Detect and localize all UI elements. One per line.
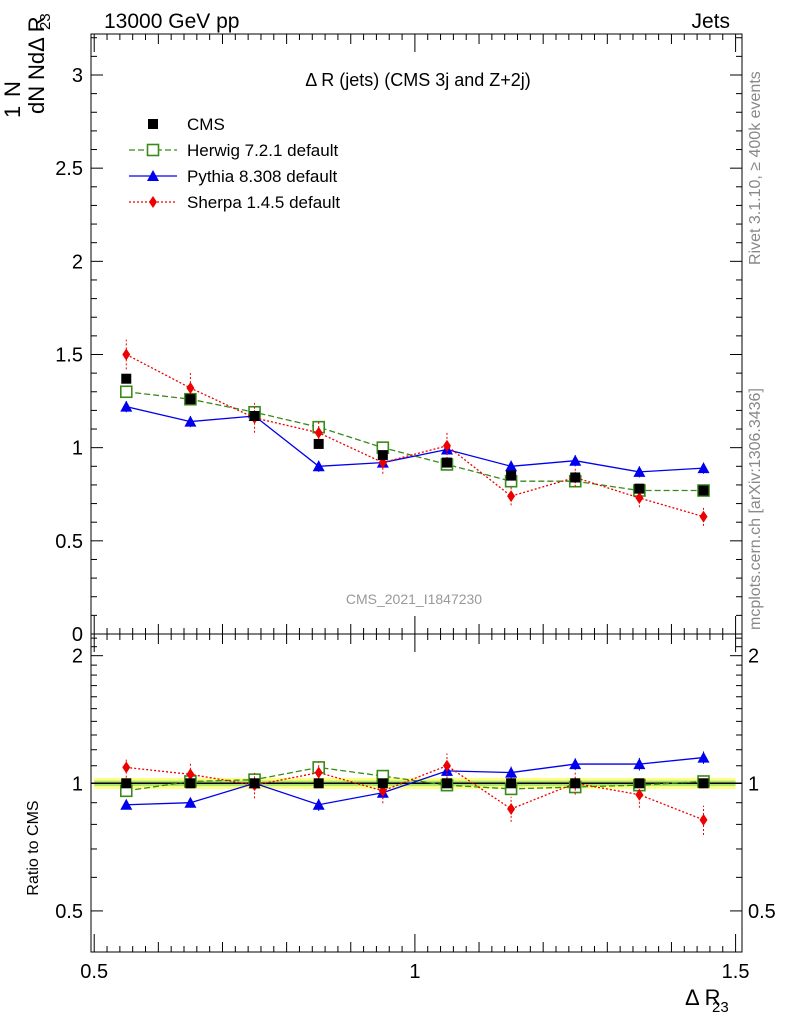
x-axis-label: Δ R (685, 985, 720, 1010)
sherpa-point (186, 382, 195, 395)
cms-point (441, 778, 452, 789)
herwig-point (119, 385, 133, 399)
x-tick-label: 1 (409, 961, 420, 983)
ratio-y-tick-label: 0.5 (55, 901, 83, 923)
legend-label-cms: CMS (187, 115, 225, 134)
legend-marker-sherpa (149, 196, 157, 208)
cms-point (570, 778, 581, 789)
cms-point (570, 472, 581, 483)
pythia-point (312, 460, 325, 472)
y-label-numerator: dN (24, 86, 49, 114)
y-tick-label: 0 (72, 624, 83, 646)
legend-marker-herwig (146, 143, 160, 157)
sherpa-point (635, 491, 644, 504)
sherpa-point (699, 510, 708, 523)
y-label-prefactor: 1 (0, 106, 25, 118)
herwig-line (126, 391, 704, 492)
pythia-point (312, 798, 325, 810)
cms-point (634, 483, 645, 494)
y-label-fraction-n: N (0, 81, 25, 97)
ratio-y-tick-label: 2 (72, 646, 83, 668)
pythia-line (126, 756, 704, 806)
x-tick-label: 0.5 (80, 961, 108, 983)
sherpa-point (442, 759, 451, 772)
sherpa-point (507, 802, 516, 815)
x-tick-label: 1.5 (722, 961, 750, 983)
cms-point (506, 778, 517, 789)
herwig-line (126, 766, 704, 792)
cms-point (506, 470, 517, 481)
header-right-label: Jets (691, 10, 730, 33)
main-panel: 0 0.5 1 1.5 2 2.5 3 CMS Herwig 7.2.1 default Pyth… (55, 33, 743, 646)
sherpa-point (699, 813, 708, 826)
pythia-point (120, 400, 133, 412)
sherpa-point (442, 439, 451, 452)
ratio-y-tick-label-right: 2 (748, 646, 759, 668)
pythia-point (505, 460, 518, 472)
pythia-point (569, 454, 582, 466)
y-label-denominator: NdΔ R (24, 16, 49, 80)
sherpa-point (635, 788, 644, 801)
cms-point (249, 410, 260, 421)
chart-title: Δ R (jets) (CMS 3j and Z+2j) (305, 70, 531, 90)
side-top-label: Rivet 3.1.10, ≥ 400k events (747, 71, 764, 265)
sherpa-line (126, 765, 704, 821)
ratio-y-label: Ratio to CMS (25, 800, 42, 895)
cms-point (377, 450, 388, 461)
cms-point (121, 373, 132, 384)
cms-point (313, 778, 324, 789)
ratio-panel: 0.5 1 1.5 0.5 0.5 1 1 2 2 (55, 633, 776, 983)
cms-point (185, 778, 196, 789)
sherpa-point (122, 761, 131, 774)
y-label-denominator-sub: 23 (37, 13, 54, 30)
sherpa-point (186, 768, 195, 781)
cms-point (634, 778, 645, 789)
pythia-point (633, 465, 646, 477)
cms-point (249, 778, 260, 789)
cms-point (698, 485, 709, 496)
cms-point (121, 778, 132, 789)
cms-point (313, 438, 324, 449)
header-left-label: 13000 GeV pp (104, 10, 239, 33)
ratio-y-tick-label-right: 0.5 (748, 901, 776, 923)
pythia-point (697, 751, 710, 763)
cms-point (698, 778, 709, 789)
sherpa-point (507, 490, 516, 503)
sherpa-point (314, 766, 323, 779)
cms-point (185, 394, 196, 405)
legend-marker-cms (148, 119, 158, 129)
pythia-line (126, 406, 704, 473)
pythia-point (697, 462, 710, 474)
pythia-point (184, 415, 197, 427)
y-tick-label: 2 (72, 251, 83, 273)
cms-point (441, 457, 452, 468)
ratio-y-tick-label: 1 (72, 773, 83, 795)
y-tick-label: 2.5 (55, 158, 83, 180)
ratio-frame (90, 633, 743, 953)
y-axis-label: 1 N dN NdΔ R 23 (0, 13, 54, 118)
legend-label-herwig: Herwig 7.2.1 default (187, 141, 338, 160)
sherpa-point (122, 348, 131, 361)
x-axis-label-sub: 23 (712, 999, 729, 1016)
y-tick-label: 1.5 (55, 344, 83, 366)
pythia-point (569, 758, 582, 770)
legend-label-sherpa: Sherpa 1.4.5 default (187, 193, 340, 212)
pythia-point (120, 798, 133, 810)
legend: CMS Herwig 7.2.1 default Pythia 8.308 defa… (129, 115, 340, 212)
ratio-y-tick-label-right: 1 (748, 773, 759, 795)
sherpa-point (314, 426, 323, 439)
legend-label-pythia: Pythia 8.308 default (187, 167, 338, 186)
pythia-point (184, 796, 197, 808)
y-tick-label: 0.5 (55, 531, 83, 553)
pythia-point (633, 758, 646, 770)
pythia-point (505, 766, 518, 778)
side-bottom-label: mcplots.cern.ch [arXiv:1306.3436] (747, 388, 764, 630)
legend-marker-pythia (147, 170, 159, 181)
sherpa-line (125, 353, 704, 518)
cms-point (377, 778, 388, 789)
analysis-watermark: CMS_2021_I1847230 (346, 591, 482, 607)
y-tick-label: 1 (72, 438, 83, 460)
y-tick-label: 3 (72, 65, 83, 87)
